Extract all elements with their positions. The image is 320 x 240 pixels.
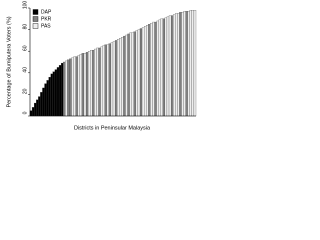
bar bbox=[52, 71, 56, 117]
bar bbox=[179, 12, 182, 117]
bar bbox=[56, 67, 60, 117]
bar bbox=[133, 31, 136, 117]
bar bbox=[168, 15, 172, 117]
legend-swatch bbox=[32, 23, 39, 29]
bar bbox=[123, 35, 126, 117]
bar bbox=[141, 27, 145, 117]
bar bbox=[69, 58, 72, 117]
bar bbox=[96, 47, 99, 117]
bar bbox=[112, 41, 116, 117]
bar bbox=[135, 30, 139, 117]
bar bbox=[40, 92, 43, 117]
bar bbox=[58, 65, 62, 117]
bar bbox=[90, 49, 93, 117]
legend-swatch bbox=[32, 9, 39, 15]
bar bbox=[187, 11, 190, 117]
bar bbox=[189, 10, 192, 117]
bar bbox=[75, 56, 78, 117]
bar bbox=[73, 56, 76, 117]
bar bbox=[63, 61, 66, 117]
bar bbox=[181, 12, 184, 117]
y-axis-label: Percentage of Bumiputera Voters (%) bbox=[6, 16, 12, 107]
bar bbox=[98, 47, 101, 117]
bar bbox=[160, 18, 163, 117]
bar bbox=[110, 42, 114, 117]
bar bbox=[92, 49, 95, 117]
bar bbox=[117, 39, 120, 117]
bar bbox=[185, 11, 188, 117]
bar bbox=[54, 69, 58, 117]
bar bbox=[154, 21, 157, 117]
bar bbox=[139, 28, 143, 117]
bar bbox=[121, 37, 124, 117]
bar bbox=[83, 53, 87, 117]
bar bbox=[31, 107, 35, 117]
chart: Districts in Peninsular Malaysia Percent… bbox=[0, 0, 200, 136]
bar bbox=[71, 57, 74, 117]
bar bbox=[67, 59, 70, 117]
bar bbox=[29, 110, 33, 117]
bar bbox=[87, 51, 91, 117]
bar bbox=[44, 83, 47, 117]
bar bbox=[125, 34, 128, 117]
bar bbox=[183, 11, 186, 117]
bar bbox=[175, 13, 178, 117]
bar bbox=[166, 16, 170, 117]
bar bbox=[191, 10, 195, 117]
bar bbox=[46, 80, 49, 117]
bar bbox=[48, 76, 51, 117]
bar bbox=[156, 20, 159, 117]
bar bbox=[38, 96, 41, 117]
y-tick-label: 40 bbox=[22, 67, 28, 73]
legend-label: PKR bbox=[41, 16, 52, 22]
y-tick-label: 60 bbox=[22, 45, 28, 51]
bar bbox=[81, 53, 85, 117]
bar bbox=[50, 73, 53, 117]
bar bbox=[152, 21, 155, 117]
bar bbox=[129, 32, 132, 117]
bar bbox=[193, 10, 197, 117]
bar bbox=[65, 60, 68, 117]
bar bbox=[36, 99, 39, 117]
bar bbox=[127, 33, 130, 117]
bar bbox=[106, 44, 109, 117]
bar bbox=[94, 48, 97, 117]
bar bbox=[162, 18, 166, 117]
legend-label: DAP bbox=[41, 9, 52, 15]
bar bbox=[164, 17, 168, 117]
legend-label: PAS bbox=[41, 23, 51, 29]
bar bbox=[104, 44, 107, 117]
bar bbox=[77, 55, 80, 117]
bar bbox=[79, 54, 83, 117]
bar bbox=[148, 24, 151, 117]
bar bbox=[137, 29, 141, 117]
bar bbox=[85, 52, 89, 117]
bar bbox=[102, 45, 105, 117]
legend-swatch bbox=[32, 16, 39, 22]
bar bbox=[158, 19, 161, 117]
y-tick-label: 20 bbox=[22, 88, 28, 94]
bar bbox=[170, 15, 174, 117]
x-axis-label: Districts in Peninsular Malaysia bbox=[74, 125, 151, 131]
bar bbox=[144, 26, 147, 117]
bar bbox=[146, 25, 149, 117]
y-tick-label: 80 bbox=[22, 24, 28, 30]
bar bbox=[114, 40, 118, 117]
bar bbox=[34, 102, 37, 117]
bar bbox=[61, 62, 64, 117]
bar bbox=[177, 13, 180, 117]
bar bbox=[42, 87, 45, 117]
y-tick-label: 100 bbox=[22, 1, 28, 10]
bar bbox=[108, 43, 112, 117]
bar bbox=[150, 22, 153, 117]
bar bbox=[131, 32, 134, 117]
bar bbox=[119, 38, 122, 117]
bar bbox=[173, 14, 176, 117]
bar bbox=[100, 46, 103, 117]
y-tick-label: 0 bbox=[22, 111, 28, 114]
